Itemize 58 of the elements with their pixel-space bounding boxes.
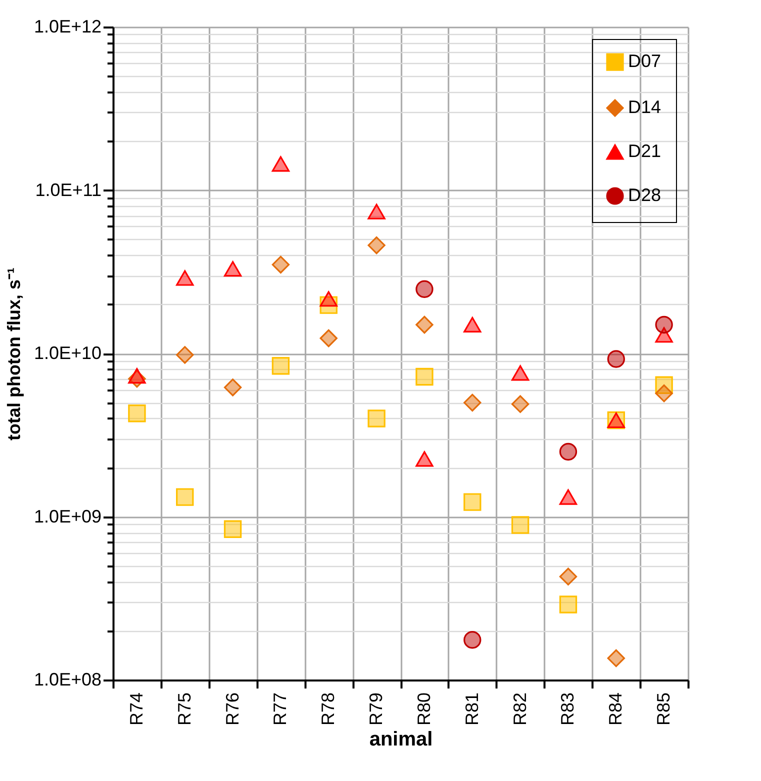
- point: [272, 256, 290, 274]
- x-tick-label: R84: [606, 692, 626, 726]
- point: [464, 493, 482, 511]
- point: [224, 378, 242, 396]
- x-tick-label: R76: [222, 692, 242, 726]
- x-tick-label: R75: [174, 692, 194, 726]
- x-tick-label: R85: [654, 692, 674, 726]
- x-tick-label: R83: [558, 692, 578, 726]
- point: [607, 649, 625, 668]
- point: [368, 236, 386, 254]
- legend-label: D21: [628, 141, 662, 161]
- y-axis-title: total photon flux, s⁻¹: [4, 268, 24, 440]
- y-tick-label: 1.0E+08: [34, 670, 102, 690]
- point: [511, 395, 530, 413]
- point: [416, 451, 434, 467]
- point: [464, 394, 482, 412]
- point: [559, 489, 578, 505]
- point: [320, 291, 338, 307]
- point: [655, 384, 673, 402]
- point: [464, 631, 482, 649]
- legend-label: D28: [628, 185, 662, 205]
- point: [224, 261, 242, 277]
- point: [176, 346, 194, 364]
- y-tick-label: 1.0E+12: [34, 16, 102, 36]
- point: [224, 520, 242, 538]
- legend-label: D07: [628, 51, 662, 71]
- y-tick-label: 1.0E+09: [34, 506, 102, 526]
- x-axis-title: animal: [369, 728, 433, 751]
- y-tick-label: 1.0E+10: [34, 343, 102, 363]
- legend-label: D14: [628, 97, 662, 117]
- point: [511, 516, 530, 534]
- point: [368, 410, 386, 428]
- point: [464, 316, 482, 333]
- x-tick-label: R80: [414, 692, 434, 726]
- x-tick-label: R79: [366, 692, 386, 726]
- point: [511, 365, 530, 381]
- x-tick-label: R81: [462, 692, 482, 726]
- x-tick-label: R74: [126, 692, 146, 726]
- point: [559, 596, 578, 614]
- point: [176, 270, 194, 286]
- point: [272, 357, 290, 375]
- point: [368, 204, 386, 220]
- point: [559, 568, 578, 586]
- x-tick-label: R82: [510, 692, 530, 726]
- point: [559, 442, 578, 461]
- y-tick-label: 1.0E+11: [35, 180, 102, 200]
- point: [128, 404, 146, 422]
- point: [416, 280, 434, 298]
- x-tick-label: R78: [318, 692, 338, 726]
- x-tick-label: R77: [270, 692, 290, 726]
- point: [655, 316, 673, 334]
- point: [176, 488, 194, 506]
- point: [416, 316, 434, 334]
- point: [272, 156, 290, 172]
- point: [416, 368, 434, 386]
- point: [128, 368, 146, 384]
- point: [607, 350, 625, 368]
- point: [320, 329, 338, 348]
